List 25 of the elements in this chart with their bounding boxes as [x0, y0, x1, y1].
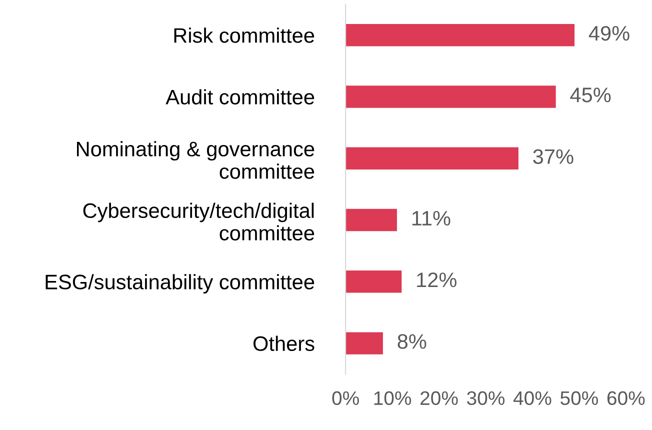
bar [346, 24, 575, 46]
y-tick-label: Risk committee [174, 28, 314, 43]
data-label: 45% [570, 88, 611, 102]
x-tick-label: 50% [560, 391, 598, 406]
bar [346, 147, 518, 170]
x-tick-label: 10% [374, 391, 412, 406]
y-tick-label: Nominating & governance committee [77, 141, 314, 179]
x-tick-label: 60% [607, 391, 645, 406]
y-tick-label: Cybersecurity/tech/digital committee [83, 202, 314, 240]
x-tick-label: 30% [467, 391, 505, 406]
bar [346, 86, 556, 108]
data-label: 12% [417, 272, 456, 288]
data-label: 37% [533, 149, 574, 164]
data-label: 11% [412, 210, 450, 226]
x-tick-label: 40% [513, 391, 552, 406]
data-label: 49% [588, 26, 630, 41]
bar [346, 208, 397, 232]
x-tick-label: 20% [420, 391, 458, 406]
x-tick-label: 0% [332, 391, 359, 406]
bar [346, 270, 402, 293]
bar [346, 332, 383, 354]
y-tick-label: Audit committee [166, 89, 314, 105]
y-tick-label: ESG/sustainability committee [46, 274, 314, 294]
data-label: 8% [398, 334, 426, 349]
y-tick-label: Others [253, 336, 314, 352]
